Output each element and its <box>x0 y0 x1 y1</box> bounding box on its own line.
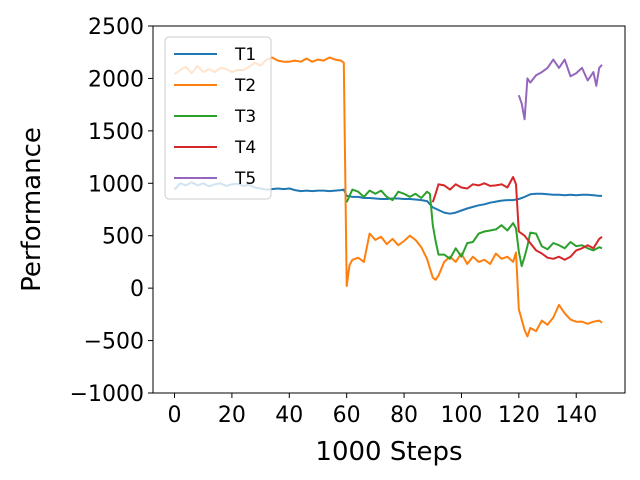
legend: T1 T2 T3 T4 T5 <box>164 36 272 200</box>
axes-layer: 0 20 40 60 80 100 120 140 −1000 −500 0 500 1000 1500 2… <box>70 15 598 428</box>
y-tick-label: 2500 <box>88 15 144 40</box>
y-axis-label: Performance <box>17 127 47 292</box>
legend-label-t1: T1 <box>234 45 256 65</box>
x-tick-label: 100 <box>440 403 482 428</box>
x-tick-label: 20 <box>218 403 246 428</box>
x-axis-label: 1000 Steps <box>315 437 462 467</box>
series-line-t3 <box>345 188 603 268</box>
legend-label-t2: T2 <box>234 76 256 96</box>
series-line-t5 <box>517 58 603 121</box>
y-tick-label: 1000 <box>88 172 144 197</box>
y-tick-label: −1000 <box>70 382 144 407</box>
y-tick-label: −500 <box>84 330 144 355</box>
x-tick-label: 140 <box>555 403 597 428</box>
x-tick-label: 80 <box>390 403 418 428</box>
legend-label-t3: T3 <box>234 107 256 127</box>
x-tick-label: 0 <box>168 403 182 428</box>
y-tick-label: 1500 <box>88 120 144 145</box>
plot-frame <box>152 25 626 394</box>
y-tick-label: 0 <box>130 277 144 302</box>
x-tick-label: 40 <box>275 403 303 428</box>
series-line-t4 <box>431 176 603 261</box>
legend-label-t4: T4 <box>234 138 256 158</box>
legend-label-t5: T5 <box>234 169 256 189</box>
y-tick-label: 500 <box>102 225 144 250</box>
x-tick-label: 60 <box>333 403 361 428</box>
y-tick-label: 2000 <box>88 67 144 92</box>
legend-box <box>164 36 272 200</box>
x-tick-label: 120 <box>498 403 540 428</box>
